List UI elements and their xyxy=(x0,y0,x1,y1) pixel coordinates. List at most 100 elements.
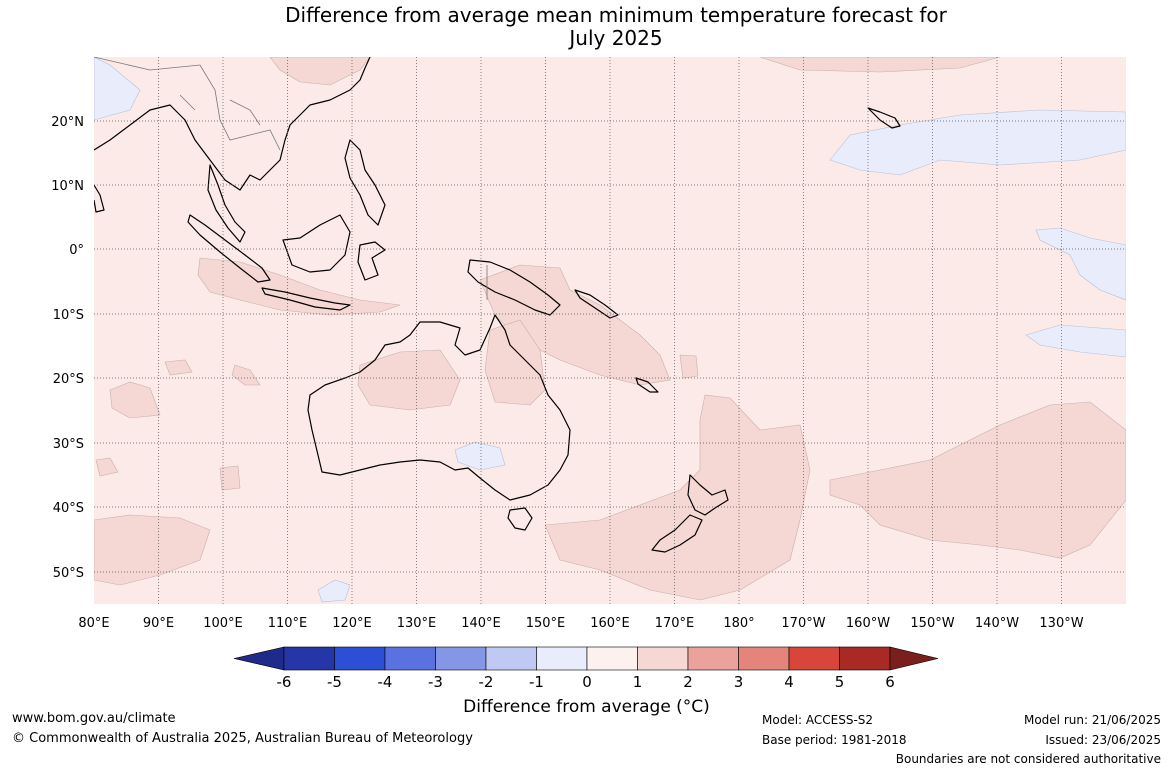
colorbar-segment xyxy=(536,646,588,671)
colorbar-tick-label: 2 xyxy=(683,673,693,691)
warm-region-small-1 xyxy=(164,359,193,376)
colorbar xyxy=(233,646,939,671)
x-tick-label: 150°W xyxy=(910,616,954,631)
warm-region-tasman xyxy=(544,394,811,601)
colorbar-segment xyxy=(334,646,386,671)
colorbar-ticks: -6 -5 -4 -3 -2 -1 0 1 2 3 4 5 6 xyxy=(277,673,895,691)
coastline-asia xyxy=(94,57,371,191)
x-tick-label: 100°E xyxy=(203,616,243,631)
colorbar-segment xyxy=(283,646,335,671)
colorbar-arrow-high xyxy=(889,646,939,671)
warm-region-qld xyxy=(484,319,546,406)
coastline-malay-peninsula xyxy=(207,164,246,243)
cool-region-south xyxy=(317,579,351,603)
coastline-philippines xyxy=(344,139,386,226)
cool-region-sa xyxy=(454,441,506,471)
coastline-australia xyxy=(307,314,571,501)
colorbar-tick-label: 4 xyxy=(784,673,794,691)
coastline-sulawesi xyxy=(357,241,386,281)
colorbar-segment xyxy=(384,646,436,671)
warm-region-indian xyxy=(109,381,161,419)
y-tick-label: 0° xyxy=(69,243,84,258)
colorbar-tick-label: 6 xyxy=(885,673,895,691)
y-tick-label: 30°S xyxy=(53,437,84,452)
chart-title: Difference from average mean minimum tem… xyxy=(0,4,1173,50)
x-tick-label: 160°E xyxy=(590,616,630,631)
warm-region-south-west xyxy=(94,514,211,586)
coastline-solomons xyxy=(574,289,619,319)
coastline-nz-south xyxy=(651,514,703,553)
colorbar-segment xyxy=(687,646,739,671)
colorbar-tick-label: -1 xyxy=(529,673,544,691)
y-tick-label: 20°S xyxy=(53,372,84,387)
copyright-text: © Commonwealth of Australia 2025, Austra… xyxy=(12,731,473,746)
gridlines xyxy=(94,57,1126,604)
colorbar-tick-label: -5 xyxy=(327,673,342,691)
x-tick-label: 170°E xyxy=(655,616,695,631)
coastline-india xyxy=(94,184,105,213)
coastline-new-caledonia xyxy=(635,377,659,393)
coastline-new-guinea xyxy=(467,259,561,316)
colorbar-tick-label: 0 xyxy=(582,673,592,691)
colorbar-arrow-low xyxy=(233,646,285,671)
title-line-2: July 2025 xyxy=(569,26,663,50)
warm-region-south-pacific xyxy=(829,401,1126,559)
colorbar-segment xyxy=(637,646,689,671)
issued-text: Issued: 23/06/2025 xyxy=(1045,733,1161,747)
x-tick-label: 150°E xyxy=(526,616,566,631)
warm-region-australia xyxy=(357,349,461,411)
warm-region-small-5 xyxy=(95,457,119,477)
y-tick-labels: 20°N 10°N 0° 10°S 20°S 30°S 40°S 50°S xyxy=(51,115,84,581)
colorbar-segment xyxy=(586,646,638,671)
colorbar-tick-label: -2 xyxy=(479,673,494,691)
base-period-text: Base period: 1981-2018 xyxy=(762,733,907,747)
anomaly-regions xyxy=(94,57,1126,603)
cool-region-east xyxy=(1025,324,1126,358)
colorbar-label: Difference from average (°C) xyxy=(463,697,710,717)
x-tick-label: 130°E xyxy=(397,616,437,631)
colorbar-segment xyxy=(738,646,790,671)
coastline-tasmania xyxy=(507,507,533,531)
coastline-nz-north xyxy=(687,474,729,516)
coastline-sumatra xyxy=(187,214,271,283)
colorbar-segment xyxy=(839,646,891,671)
warm-region-north-east xyxy=(759,57,1001,73)
coastline-java xyxy=(261,287,351,311)
colorbar-tick-label: -6 xyxy=(277,673,292,691)
cool-region-asia xyxy=(94,57,141,121)
coastline-hawaii xyxy=(867,107,901,129)
y-tick-label: 50°S xyxy=(53,566,84,581)
y-tick-label: 10°N xyxy=(51,179,84,194)
warm-region-small-4 xyxy=(679,354,699,379)
x-tick-label: 180° xyxy=(723,616,754,631)
warm-region-north xyxy=(269,57,371,86)
colorbar-segment xyxy=(788,646,840,671)
x-tick-labels: 80°E 90°E 100°E 110°E 120°E 130°E 140°E 150°E 16… xyxy=(78,616,1083,631)
y-tick-label: 40°S xyxy=(53,501,84,516)
colorbar-segment xyxy=(435,646,487,671)
y-tick-label: 20°N xyxy=(51,115,84,130)
colorbar-tick-label: -4 xyxy=(378,673,393,691)
cool-region-equatorial-east xyxy=(1035,227,1126,301)
x-tick-label: 140°E xyxy=(461,616,501,631)
x-tick-label: 160°W xyxy=(846,616,890,631)
x-tick-label: 140°W xyxy=(975,616,1019,631)
x-tick-label: 130°W xyxy=(1039,616,1083,631)
x-tick-label: 170°W xyxy=(781,616,825,631)
colorbar-tick-label: -3 xyxy=(428,673,443,691)
boundaries-disclaimer: Boundaries are not considered authoritat… xyxy=(895,752,1161,766)
x-tick-label: 120°E xyxy=(332,616,372,631)
website-link[interactable]: www.bom.gov.au/climate xyxy=(12,711,176,726)
x-tick-label: 80°E xyxy=(78,616,109,631)
colorbar-segment xyxy=(485,646,537,671)
warm-region-indonesia xyxy=(197,257,401,316)
model-run-text: Model run: 21/06/2025 xyxy=(1023,713,1161,727)
warm-region-small-3 xyxy=(219,465,241,491)
colorbar-tick-label: 3 xyxy=(734,673,744,691)
colorbar-tick-label: 5 xyxy=(835,673,845,691)
x-tick-label: 110°E xyxy=(268,616,308,631)
model-text: Model: ACCESS-S2 xyxy=(762,713,874,727)
warm-region-small-2 xyxy=(231,364,261,386)
border-lines xyxy=(94,57,281,151)
